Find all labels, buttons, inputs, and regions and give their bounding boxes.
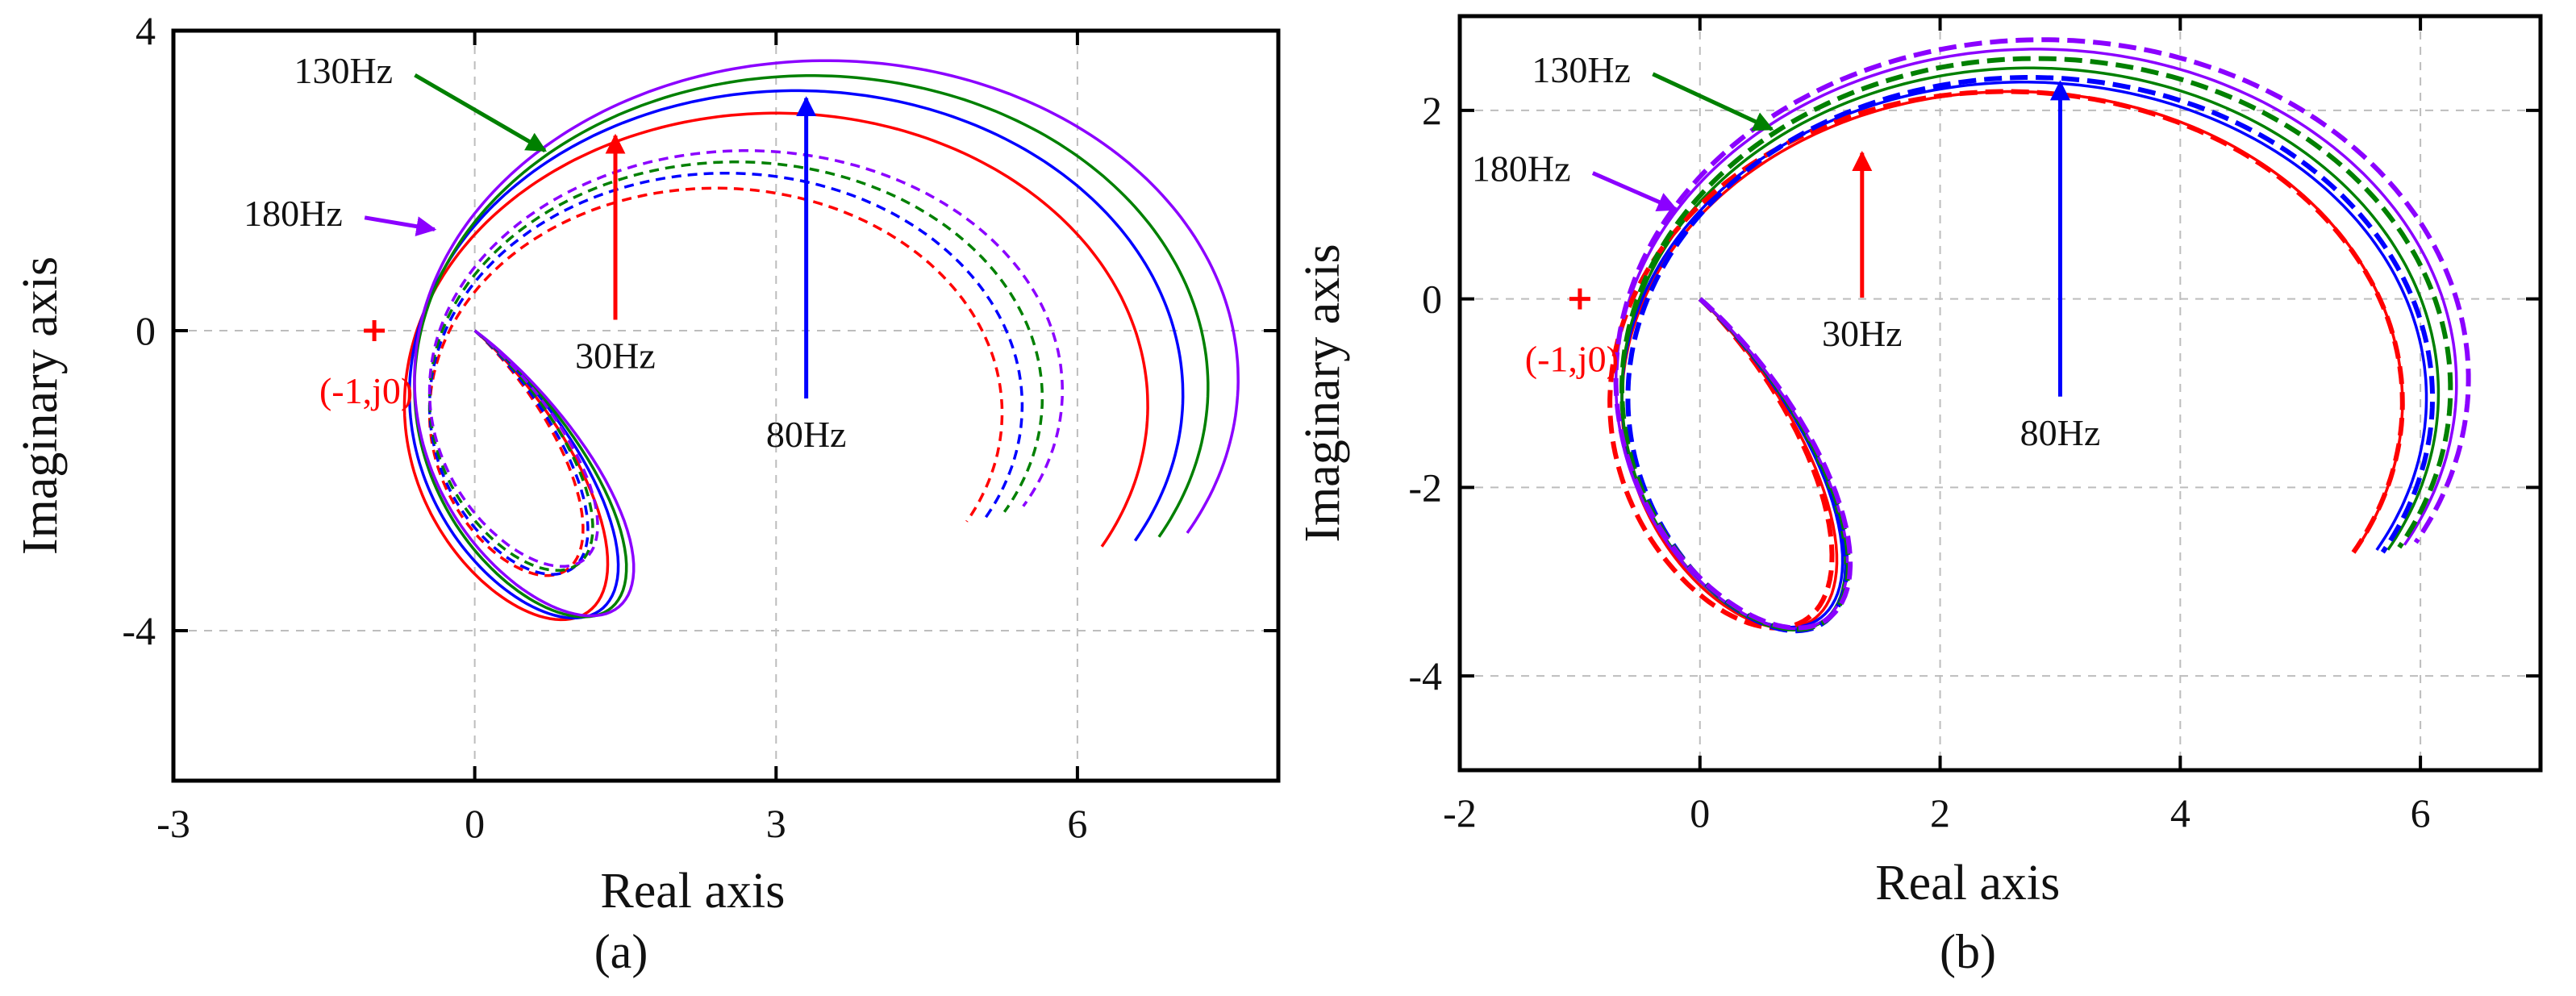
- x-tick-label: 6: [1067, 801, 1087, 846]
- annotation-label: 80Hz: [2020, 412, 2101, 453]
- annotation-label: 30Hz: [575, 335, 656, 377]
- y-axis-label: Imaginary axis: [1295, 244, 1350, 542]
- x-tick-label: -2: [1443, 790, 1477, 836]
- panel-caption: (a): [594, 925, 648, 978]
- annotation-arrow: [414, 73, 547, 152]
- series-line-30hz-solid: [1620, 90, 2404, 630]
- series-line-130hz-dashed: [427, 160, 1044, 573]
- y-tick-label: 2: [1422, 88, 1442, 133]
- annotation-arrow: [1591, 171, 1678, 212]
- series-group: [1607, 37, 2471, 634]
- panel-b: -2 0 2 4 6 -4 -2 0 2 Real axis Imaginary axis (b) (-…: [1295, 14, 2543, 978]
- annotation-label: 180Hz: [244, 193, 343, 234]
- critical-point-label: (-1,j0): [319, 370, 413, 411]
- y-tick-label: 0: [135, 308, 156, 353]
- x-tick-label: 3: [766, 801, 786, 846]
- y-tick-label: -4: [122, 608, 156, 653]
- panel-a: -3 0 3 6 -4 0 4 Real axis Imaginary axis (a) (-1,j…: [13, 8, 1281, 978]
- series-line-30hz-dashed: [427, 186, 1004, 577]
- series-line-80hz-dashed: [427, 171, 1024, 576]
- y-tick-label: -2: [1408, 465, 1442, 510]
- x-axis-label: Real axis: [1875, 856, 2060, 911]
- plot-frame: [1457, 14, 2543, 773]
- x-tick-label: 0: [1690, 790, 1710, 836]
- x-axis-label: Real axis: [600, 864, 785, 919]
- annotation-label: 30Hz: [1822, 313, 1903, 354]
- panel-caption: (b): [1940, 925, 1996, 978]
- critical-point-marker: [1569, 288, 1590, 310]
- x-tick-label: 4: [2170, 790, 2190, 836]
- x-tick-label: 0: [465, 801, 485, 846]
- y-tick-label: 0: [1422, 277, 1442, 322]
- series-line-180hz-dashed: [1613, 37, 2471, 631]
- x-tick-label: -3: [156, 801, 190, 846]
- series-group: [402, 59, 1240, 622]
- annotation-arrow: [1652, 72, 1774, 131]
- critical-point-label: (-1,j0): [1525, 339, 1619, 380]
- annotation-label: 80Hz: [766, 414, 847, 455]
- annotation-label: 130Hz: [294, 50, 393, 91]
- x-tick-label: 6: [2411, 790, 2431, 836]
- annotation-label: 130Hz: [1532, 49, 1631, 90]
- plot-frame: [171, 28, 1281, 783]
- annotation-arrow: [364, 215, 437, 237]
- y-axis-label: Imaginary axis: [13, 256, 68, 555]
- critical-point-marker: [364, 320, 386, 341]
- y-tick-label: 4: [135, 8, 156, 53]
- series-line-180hz-dashed: [427, 149, 1064, 569]
- series-line-180hz-solid: [413, 59, 1240, 618]
- y-tick-label: -4: [1408, 653, 1442, 698]
- x-tick-label: 2: [1930, 790, 1950, 836]
- annotation-label: 180Hz: [1472, 148, 1571, 190]
